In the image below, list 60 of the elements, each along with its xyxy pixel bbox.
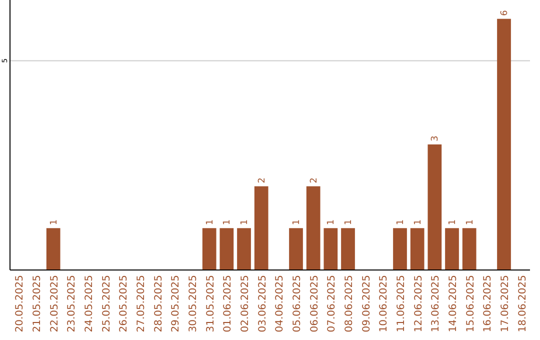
bar	[237, 228, 251, 270]
data-label: 1	[292, 219, 302, 226]
x-tick-label: 04.06.2025	[274, 275, 286, 332]
data-label: 1	[205, 219, 216, 226]
bar	[306, 186, 320, 270]
data-label: 2	[257, 178, 268, 184]
bar	[46, 228, 60, 270]
x-tick-label: 01.06.2025	[222, 275, 234, 332]
x-tick-label: 12.06.2025	[413, 275, 424, 332]
data-label: 1	[326, 219, 337, 226]
bar	[393, 228, 407, 270]
data-label: 3	[430, 136, 441, 142]
x-tick-label: 07.06.2025	[326, 275, 338, 332]
data-label: 2	[309, 178, 320, 184]
bar	[410, 228, 424, 270]
x-tick-label: 03.06.2025	[257, 275, 268, 332]
bar	[445, 228, 459, 270]
bar	[220, 228, 234, 270]
bar	[324, 228, 338, 270]
data-label: 1	[396, 219, 406, 226]
x-tick-label: 25.05.2025	[101, 275, 112, 332]
x-tick-label: 09.06.2025	[361, 275, 372, 332]
x-tick-label: 02.06.2025	[240, 275, 251, 332]
data-label: 6	[500, 10, 510, 16]
x-tick-label: 11.06.2025	[396, 275, 407, 332]
bar	[341, 228, 355, 270]
x-tick-label: 13.06.2025	[430, 275, 442, 332]
bar	[428, 144, 442, 270]
bar	[202, 228, 216, 270]
x-tick-label: 23.05.2025	[66, 275, 78, 332]
data-label: 1	[344, 219, 354, 226]
x-tick-label: 16.06.2025	[482, 275, 494, 332]
x-tick-label: 27.05.2025	[136, 275, 147, 332]
x-tick-label: 05.06.2025	[292, 275, 303, 332]
x-tick-label: 26.05.2025	[118, 275, 130, 332]
x-tick-label: 31.05.2025	[205, 275, 216, 332]
bar	[462, 228, 476, 270]
data-label: 1	[240, 219, 250, 226]
x-tick-label: 29.05.2025	[170, 275, 182, 332]
data-label: 1	[448, 219, 458, 226]
x-tick-label: 21.05.2025	[32, 275, 43, 332]
x-tick-label: 06.06.2025	[309, 275, 320, 332]
x-tick-label: 30.05.2025	[188, 275, 199, 332]
data-label: 1	[413, 219, 424, 226]
data-label: 1	[222, 219, 233, 226]
x-tick-label: 18.06.2025	[517, 275, 528, 332]
x-tick-label: 20.05.2025	[14, 275, 26, 332]
x-tick-label: 28.05.2025	[153, 275, 164, 332]
x-tick-label: 24.05.2025	[84, 275, 95, 332]
bar	[497, 18, 511, 270]
x-tick-label: 08.06.2025	[344, 275, 355, 332]
bar	[289, 228, 303, 270]
x-tick-label: 22.05.2025	[49, 275, 60, 332]
x-tick-label: 15.06.2025	[465, 275, 476, 332]
x-tick-label: 14.06.2025	[448, 275, 459, 332]
x-tick-label: 10.06.2025	[378, 275, 390, 332]
data-label: 1	[49, 219, 60, 226]
data-label: 1	[465, 219, 476, 226]
bar	[254, 186, 268, 270]
x-tick-label: 17.06.2025	[500, 275, 511, 332]
